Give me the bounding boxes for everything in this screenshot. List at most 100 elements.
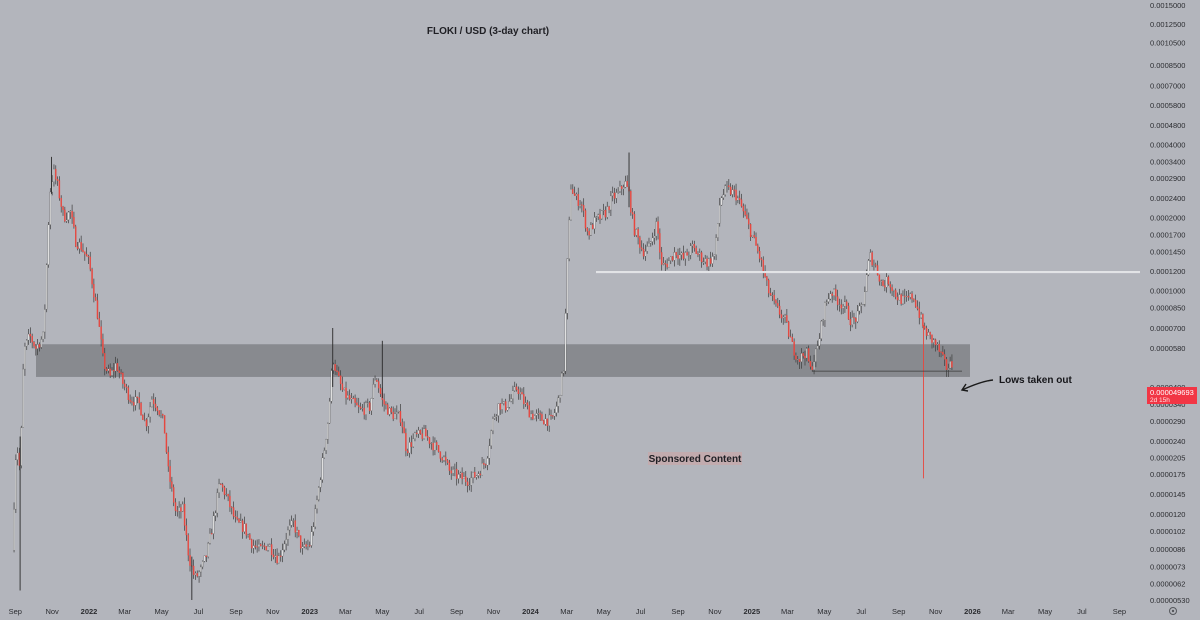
candle [430,442,433,450]
candle [795,352,797,363]
candle-body-down [29,333,32,337]
candle-body-up [651,237,654,242]
candle [192,559,195,579]
candle [829,290,832,301]
candle-body-up [303,544,306,547]
candle-body-down [250,539,253,549]
candle-body-up [827,298,830,302]
candle-body-down [951,361,953,368]
candle-body-up [731,189,734,195]
candle [298,529,300,538]
candle [914,294,917,308]
candle-body-up [147,416,150,427]
candle [804,350,806,366]
candle-body-down [729,186,732,195]
candle [864,286,866,307]
candle [517,386,520,400]
candle-body-up [443,456,445,461]
candle [922,313,924,329]
candle [826,299,828,306]
x-tick-label: May [817,607,831,616]
candle-body-up [372,384,374,399]
candle-body-down [85,253,88,257]
candle-body-up [644,251,647,257]
candle [728,179,730,191]
candle-body-up [319,479,322,488]
candle-body-up [844,301,846,307]
candle [432,436,434,456]
candle [693,240,696,252]
candle [27,328,30,345]
candle-body-down [84,251,86,255]
candle-body-up [69,210,71,213]
candle [234,510,237,523]
candle-body-up [606,206,608,218]
candle-body-down [428,437,431,444]
candle [670,255,672,265]
candle [846,299,848,309]
candle [521,388,523,395]
candle [312,522,315,536]
candle-body-up [454,468,456,470]
x-tick-label: Mar [1002,607,1015,616]
y-tick-label: 0.0000205 [1150,453,1185,462]
candle [309,541,311,548]
candle [125,383,128,394]
candle [602,203,605,216]
candle-body-down [749,224,752,238]
candle-body-up [216,492,218,514]
candle-body-down [122,372,124,384]
candle [104,347,106,376]
candle [851,310,853,328]
candle [105,367,108,374]
candle-body-down [523,394,525,405]
candle [508,394,511,409]
candle [780,309,783,323]
candle [577,187,579,211]
candle [942,345,944,356]
settings-icon[interactable] [1169,607,1177,615]
candle [270,538,273,562]
candle-body-up [497,403,500,416]
candle [519,387,521,400]
y-tick-label: 0.0004800 [1150,121,1185,130]
candle-body-up [312,526,315,532]
candle [187,533,189,562]
candle [221,482,224,492]
candle [570,184,572,221]
candle-body-down [129,399,131,402]
candle-body-up [927,332,930,336]
candle-body-up [40,339,42,348]
candle [361,403,364,412]
candle-body-up [214,512,217,516]
candle [949,356,951,370]
support-zone [36,344,970,377]
candle [385,401,387,410]
candle [809,355,812,370]
candle [724,184,726,197]
candle [47,222,50,268]
candle [494,413,496,420]
candle-body-down [913,298,915,301]
candle-body-up [858,305,861,312]
candle-body-up [662,263,665,265]
candle [376,377,378,383]
price-tag[interactable]: 0.000049693 2d 15h [1147,387,1197,404]
candle-body-up [679,254,681,259]
candle-body-up [111,370,113,376]
candle [916,300,919,311]
candle [744,204,746,217]
candle-body-down [738,197,741,200]
candle-body-up [670,256,672,261]
candle [414,431,416,442]
candle-body-down [163,415,166,434]
candle [811,362,813,372]
candle [820,320,823,342]
candle [933,338,935,348]
x-tick-label: 2026 [964,607,981,616]
candle [771,292,774,302]
candle [249,533,251,540]
candle-body-down [241,520,244,532]
candle [742,203,745,218]
